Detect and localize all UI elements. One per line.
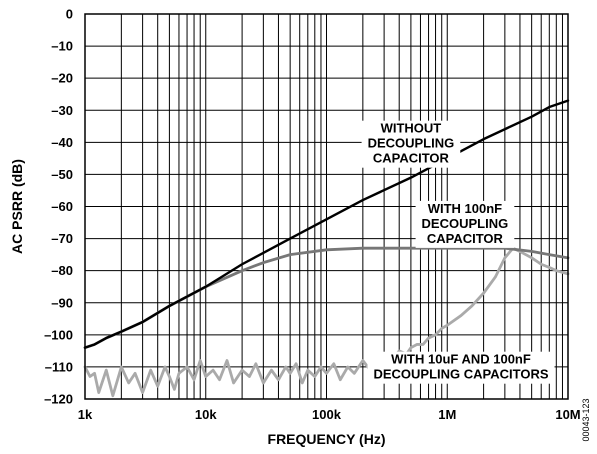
annotation-background [361,120,461,168]
y-tick-label: –10 [51,39,73,54]
annotation-line: WITHOUT [381,121,442,136]
x-tick-label: 1M [438,407,456,422]
y-tick-label: –110 [45,359,73,374]
x-tick-label: 10M [555,407,580,422]
x-tick-label: 100k [312,407,342,422]
y-tick-label: –50 [51,167,73,182]
y-tick-label: –30 [51,103,73,118]
annotation-line: CAPACITOR [373,151,450,166]
y-tick-labels: 0 –10 –20 –30 –40 –50 –60 –70 –80 –90 –100 –110 –120 [44,7,73,407]
series-line-1 [83,99,570,349]
x-axis-title: FREQUENCY (Hz) [268,431,386,447]
plot-frame [84,13,569,400]
x-tick-labels: 1k 10k 100k 1M 10M [78,407,581,422]
x-tick-label: 10k [195,407,217,422]
y-tick-label: –60 [51,199,73,214]
y-tick-label: –100 [44,327,73,342]
y-tick-label: 0 [66,7,73,22]
annotation-line: CAPACITOR [427,231,504,246]
annotation-line: WITH 100nF [428,201,502,216]
annotation-line: WITH 10uF AND 100nF [391,352,531,367]
series-line-3 [83,246,570,398]
y-axis-title: AC PSRR (dB) [9,159,25,254]
y-tick-label: –120 [44,392,73,407]
annotation-background [367,351,555,384]
y-tick-label: –20 [51,71,73,86]
y-tick-label: –90 [51,295,73,310]
figure-id: 00043-123 [581,398,591,441]
annotation-background [415,200,515,248]
data-series [83,99,570,398]
annotation-line: DECOUPLING CAPACITORS [373,367,548,382]
x-tick-label: 1k [78,407,93,422]
y-tick-label: –80 [51,263,73,278]
y-tick-label: –70 [51,231,73,246]
y-tick-label: –40 [51,135,73,150]
annotation-line: DECOUPLING [368,136,455,151]
annotation-line: DECOUPLING [422,216,509,231]
